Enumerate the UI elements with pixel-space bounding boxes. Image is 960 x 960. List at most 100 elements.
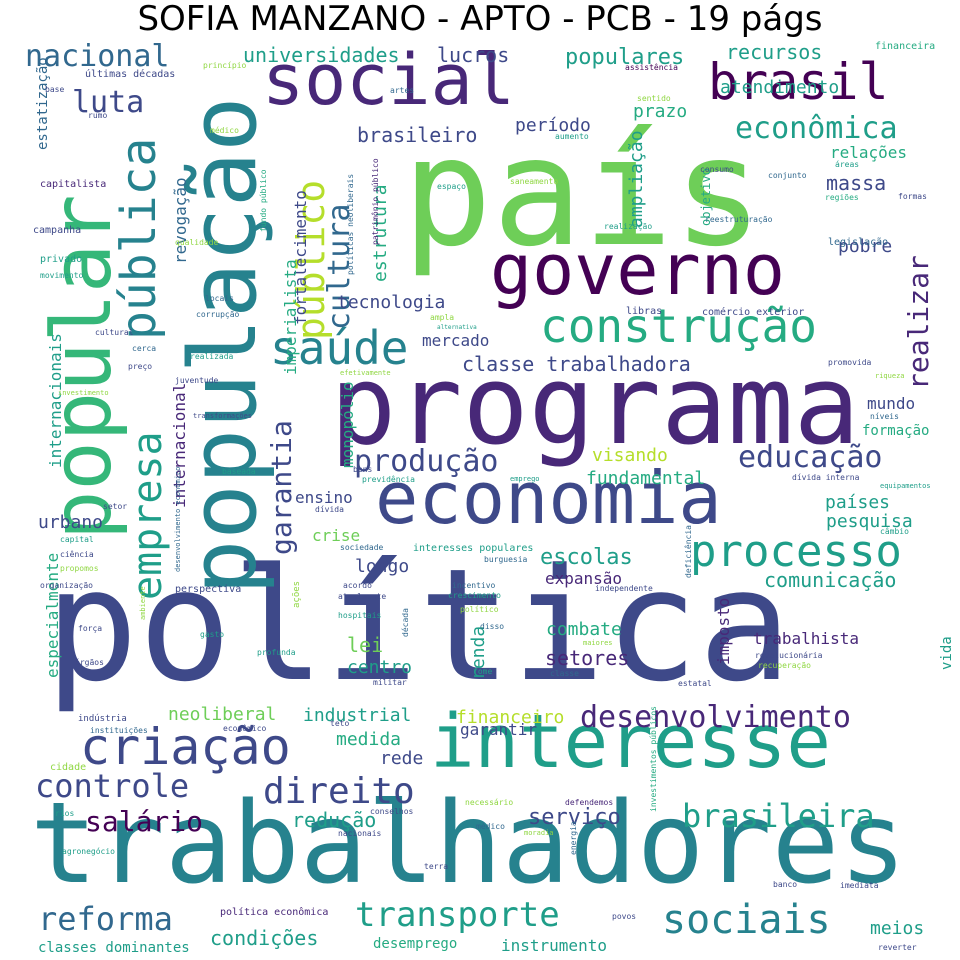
word-terra: terra [424,862,449,871]
word-fome: fome [473,667,493,676]
word-agronegocio: agronegócio [62,847,115,856]
word-politico: político [460,605,499,614]
word-universidades: universidades [243,43,400,67]
word-gasto: gasto [200,630,225,639]
word-combate: combate [546,619,622,640]
word-desemprego: desemprego [373,936,458,952]
word-ampla: ampla [430,313,455,322]
word-transporte: transporte [355,895,560,935]
word-industrial: industrial [303,705,412,726]
word-incentivo: incentivo [452,581,496,590]
word-escolas: escolas [540,545,633,570]
word-desenvolvimento-economico: desenvolvimento econômico [174,466,182,572]
word-preco: preço [128,362,153,371]
word-deficiencia: deficiência [684,525,693,578]
word-luta: luta [72,85,145,120]
word-saude: saúde [270,321,409,375]
word-comunicacao: comunicação [764,568,897,592]
word-espaco: espaço [437,182,466,191]
word-povos: povos [612,912,637,921]
word-criacao: criação [80,718,291,776]
word-publica: pública [111,137,167,340]
word-empresa: empresa [125,431,171,600]
word-revolucionaria: revolucionária [755,651,823,660]
word-disso: disso [480,622,505,631]
word-interesse: interesse [430,699,831,785]
word-sociais: sociais [662,897,831,943]
word-economia: economia [375,456,722,540]
word-qualidade: qualidade [175,238,219,247]
word-politica: política [45,535,792,716]
word-trabalhadores: trabalhadores [30,779,907,909]
word-baseada: baseada [222,467,256,476]
word-campanha: campanha [33,225,82,236]
word-processo: processo [690,526,902,577]
word-legislacao: legislação [828,237,889,248]
word-recuperacao: recuperação [758,661,811,670]
word-transformacoes: transformações [193,412,253,420]
word-orgaos: órgãos [75,658,104,667]
word-paises: países [825,492,891,513]
word-equipamentos: equipamentos [880,482,931,490]
word-previdencia: previdência [362,475,415,484]
word-investimentos-publicos: investimentos públicos [649,706,658,812]
word-propomos: propomos [60,564,99,573]
word-perspectiva: perspectiva [175,584,242,595]
word-brasileiro: brasileiro [357,123,478,147]
word-financeira: financeira [875,41,936,52]
word-reforma: reforma [38,900,173,938]
word-populacao: população [170,96,277,596]
word-moradia: moradia [524,829,554,837]
word-militar: militar [373,678,407,687]
word-base: base [45,85,65,94]
word-visando: visando [592,445,668,466]
word-regioes: regiões [825,193,859,202]
word-fundo-publico: fundo público [259,169,268,232]
word-saneamento: saneamento [510,177,559,186]
word-medico: médico [476,822,505,831]
word-instituicoes: instituições [90,726,148,735]
word-producao: produção [354,444,499,479]
word-meios: meios [870,918,925,939]
word-social: social [262,40,515,121]
word-internacionais: internacionais [46,333,65,468]
word-rios: rios [55,809,75,818]
word-rede: rede [380,748,424,769]
word-imediata: imediata [840,881,879,890]
word-relacoes: relações [830,143,908,162]
word-promovida: promovida [828,358,872,367]
word-realizada: realizada [190,352,234,361]
word-consumo: consumo [700,165,734,174]
word-interesses-populares: interesses populares [413,543,534,554]
word-educacao: educação [738,440,883,475]
word-classes-dominantes: classes dominantes [38,940,190,956]
word-energia: energia [569,821,578,855]
word-profunda: profunda [257,648,296,657]
figure-title: SOFIA MANZANO - APTO - PCB - 19 págs [137,0,823,39]
word-garantia: garantia [265,420,298,555]
word-patrimonio-publico: patrimônio público [371,158,380,245]
word-organizacao: organização [40,581,93,590]
word-garantir: garantir [460,720,538,739]
word-necessario: necessário [465,798,514,807]
word-construcao: construção [540,299,817,353]
word-politica-economica: política econômica [220,907,329,918]
word-teto: teto [330,719,350,728]
word-bens: bens [353,465,373,474]
word-cerca: cerca [132,344,157,353]
word-industria: indústria [78,714,127,724]
word-acoes: ações [292,580,302,608]
word-crise: crise [312,526,361,545]
word-atendimento: atendimento [720,77,840,98]
word-servico: serviço [528,805,621,830]
word-cambio: câmbio [880,527,909,536]
word-lei: lei [347,633,384,657]
word-conselhos: conselhos [370,807,414,816]
word-assistencia: assistência [625,63,678,72]
word-brasileira: brasileira [682,797,875,835]
word-reestruturacao: reestruturação [705,215,773,224]
word-controle: controle [35,767,190,805]
word-instrumento: instrumento [501,936,607,955]
word-ensino: ensino [295,488,353,507]
